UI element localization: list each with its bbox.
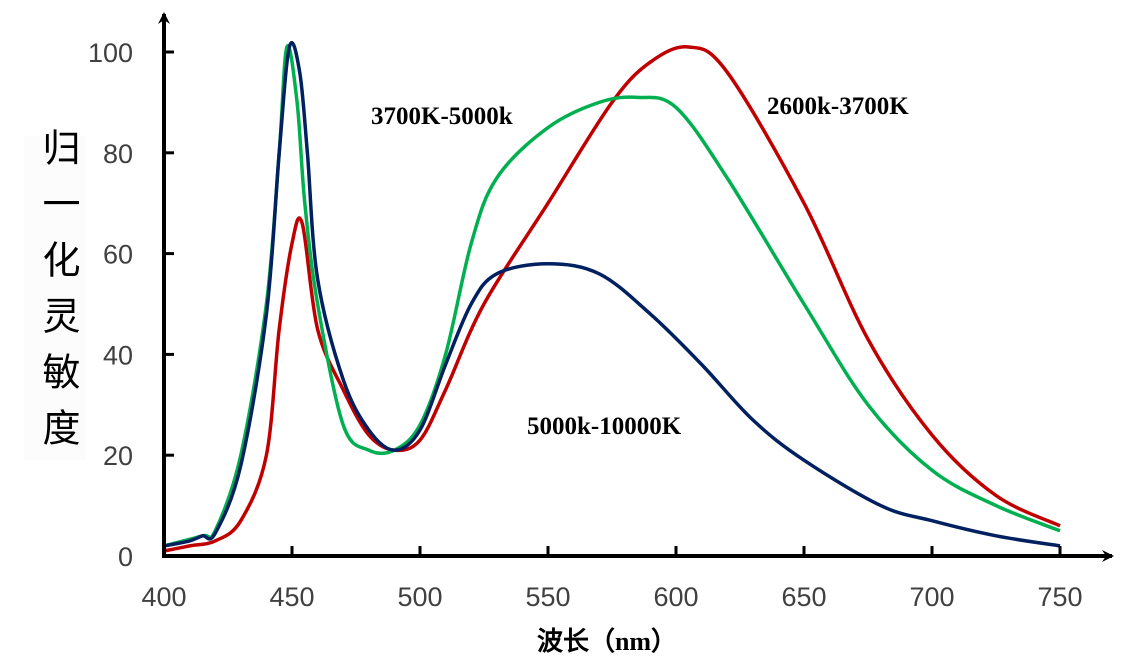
x-tick-label: 500 [397,582,442,612]
x-tick-label: 450 [269,582,314,612]
x-ticks: 400 450 500 550 600 650 700 750 [141,546,1083,612]
x-tick-label: 700 [909,582,954,612]
series-line-2600k-3700k [163,45,1061,553]
x-axis-label: 波长（nm） [537,627,677,656]
y-ticks: 0 20 40 60 80 100 [88,38,174,572]
y-tick-label: 20 [103,441,133,471]
x-tick-label: 550 [525,582,570,612]
y-tick-label: 0 [118,542,133,572]
y-tick-label: 60 [103,240,133,270]
series-layer [163,41,1061,553]
x-tick-label: 750 [1037,582,1082,612]
x-tick-label: 400 [141,582,186,612]
series-line-5000k-10000k [163,41,1061,548]
x-tick-label: 600 [653,582,698,612]
series-line-3700k-5000k [163,44,1061,548]
y-tick-label: 80 [103,139,133,169]
y-tick-label: 40 [103,340,133,370]
y-axis-label: 归一化灵敏度 [36,128,80,464]
y-axis-label-background [24,136,86,460]
label-2600k-3700k: 2600k-3700K [767,93,909,120]
x-tick-label: 650 [781,582,826,612]
label-5000k-10000k: 5000k-10000K [527,413,682,440]
label-3700k-5000k: 3700K-5000k [371,103,513,130]
y-tick-label: 100 [88,38,133,68]
